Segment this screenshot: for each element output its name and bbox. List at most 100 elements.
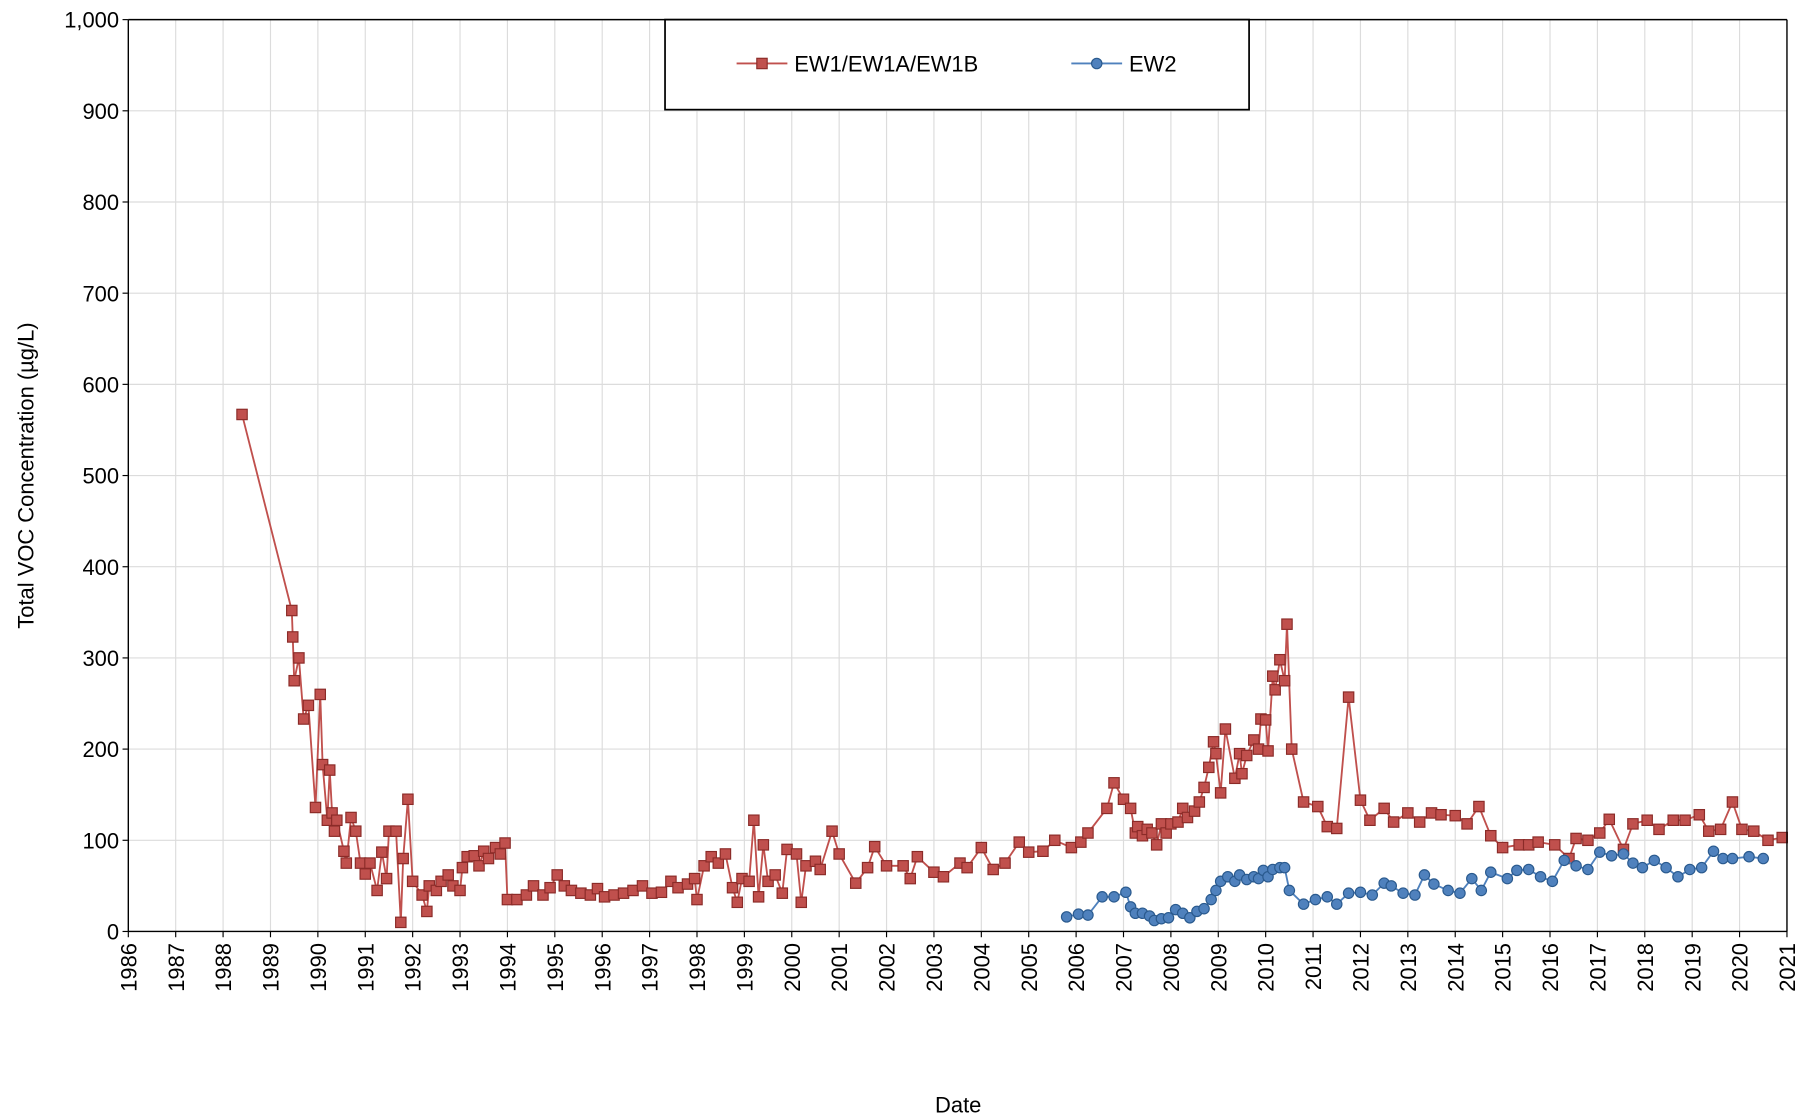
marker [354, 857, 367, 869]
marker [1695, 861, 1708, 874]
marker [757, 839, 770, 851]
x-tick-label: 2010 [1254, 943, 1279, 992]
marker [1757, 852, 1770, 865]
marker [1274, 653, 1286, 666]
marker [1776, 831, 1788, 844]
y-tick-label: 800 [82, 190, 119, 215]
marker [1297, 796, 1310, 808]
marker [598, 891, 611, 903]
marker [1049, 834, 1061, 847]
marker [395, 916, 407, 929]
x-tick-label: 2006 [1064, 943, 1089, 992]
legend-label: EW2 [1129, 52, 1177, 77]
marker [1627, 857, 1639, 869]
marker [743, 875, 755, 888]
marker [928, 866, 940, 878]
x-tick-label: 2012 [1349, 943, 1374, 992]
marker [1101, 802, 1113, 815]
marker [776, 887, 789, 899]
marker [1181, 811, 1194, 824]
marker [236, 408, 248, 421]
marker [1501, 872, 1514, 885]
y-axis-label: Total VOC Concentration (µg/L) [14, 322, 39, 628]
marker [1641, 814, 1653, 827]
marker [781, 843, 793, 856]
marker [1120, 886, 1132, 899]
marker [1072, 908, 1085, 920]
marker [1726, 852, 1739, 865]
x-tick-label: 1997 [638, 943, 663, 992]
marker [340, 857, 353, 869]
marker [975, 841, 988, 854]
marker [565, 884, 578, 897]
marker [1726, 796, 1739, 808]
marker [511, 893, 523, 906]
x-tick-label: 2013 [1396, 943, 1421, 992]
marker [345, 811, 357, 824]
marker [1617, 848, 1630, 860]
marker [1485, 866, 1497, 878]
x-tick-label: 2020 [1728, 943, 1753, 992]
x-tick-label: 2021 [1775, 943, 1800, 992]
marker [1082, 827, 1094, 839]
marker [1278, 861, 1291, 874]
marker [762, 875, 774, 888]
marker [1702, 825, 1715, 837]
x-tick-label: 1990 [306, 943, 331, 992]
marker [880, 860, 893, 872]
x-tick-label: 2007 [1112, 943, 1137, 992]
marker [937, 870, 950, 883]
marker [482, 852, 495, 865]
marker [1385, 880, 1398, 892]
legend-marker [1090, 57, 1103, 70]
marker [1082, 909, 1094, 921]
x-tick-label: 1989 [259, 943, 284, 992]
marker [1762, 834, 1774, 847]
marker [406, 875, 419, 888]
marker [456, 861, 469, 874]
marker [688, 872, 701, 885]
marker [1252, 743, 1265, 755]
x-tick-label: 2017 [1585, 943, 1610, 992]
marker [390, 825, 402, 837]
x-tick-label: 2011 [1301, 943, 1326, 990]
marker [1558, 854, 1570, 867]
marker [544, 881, 556, 894]
y-tick-label: 400 [82, 555, 119, 580]
marker [1605, 850, 1618, 862]
marker [551, 869, 563, 881]
marker [1321, 820, 1334, 833]
marker [1454, 887, 1466, 899]
marker [1259, 714, 1272, 726]
marker [1570, 860, 1582, 872]
marker [1283, 884, 1296, 897]
marker [1108, 777, 1120, 789]
marker [286, 631, 299, 643]
marker [849, 877, 862, 889]
marker [1203, 761, 1215, 774]
marker [655, 886, 668, 899]
marker [1342, 691, 1355, 703]
marker [861, 861, 874, 874]
marker [1354, 886, 1367, 899]
y-tick-label: 200 [82, 737, 119, 762]
marker [1281, 618, 1293, 630]
marker [1679, 814, 1691, 827]
marker [297, 713, 310, 725]
marker [416, 889, 428, 901]
x-tick-label: 2009 [1206, 943, 1231, 992]
x-tick-label: 2004 [969, 943, 994, 992]
marker [795, 896, 808, 909]
marker [1150, 839, 1163, 851]
x-tick-label: 2015 [1491, 943, 1516, 992]
marker [1240, 749, 1253, 762]
marker [1210, 747, 1222, 760]
marker [371, 884, 383, 897]
marker [591, 882, 604, 895]
marker [769, 869, 781, 881]
marker [575, 887, 587, 899]
marker [1297, 898, 1310, 910]
marker [1198, 781, 1210, 794]
x-tick-label: 2003 [922, 943, 947, 992]
